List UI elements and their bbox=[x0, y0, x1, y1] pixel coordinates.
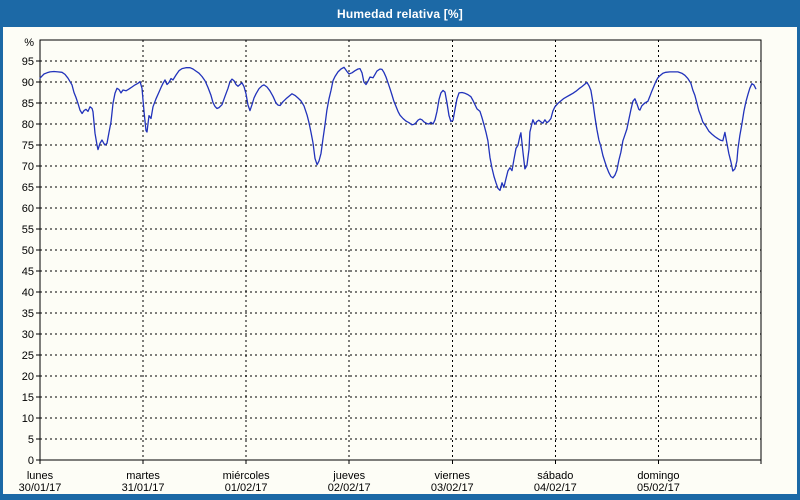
x-day-label: miércoles bbox=[223, 470, 271, 482]
x-date-label: 01/02/17 bbox=[225, 482, 268, 494]
x-date-label: 30/01/17 bbox=[19, 482, 62, 494]
chart-title: Humedad relativa [%] bbox=[336, 6, 464, 21]
y-tick-label: 30 bbox=[22, 329, 34, 341]
y-tick-label: 95 bbox=[22, 56, 34, 68]
x-date-label: 04/02/17 bbox=[534, 482, 577, 494]
y-tick-label: 85 bbox=[22, 98, 34, 110]
y-tick-label: 65 bbox=[22, 182, 34, 194]
y-tick-label: 90 bbox=[22, 77, 34, 89]
y-axis-unit-label: % bbox=[24, 37, 34, 49]
x-day-label: jueves bbox=[332, 470, 365, 482]
y-tick-label: 20 bbox=[22, 371, 34, 383]
y-tick-label: 75 bbox=[22, 140, 34, 152]
y-tick-label: 10 bbox=[22, 413, 34, 425]
x-date-label: 03/02/17 bbox=[431, 482, 474, 494]
x-day-label: domingo bbox=[637, 470, 679, 482]
y-tick-label: 55 bbox=[22, 224, 34, 236]
y-tick-label: 80 bbox=[22, 119, 34, 131]
y-tick-label: 60 bbox=[22, 203, 34, 215]
x-date-label: 05/02/17 bbox=[637, 482, 680, 494]
chart-title-bar: Humedad relativa [%] bbox=[3, 0, 797, 27]
x-day-label: lunes bbox=[27, 470, 54, 482]
y-tick-label: 0 bbox=[28, 455, 34, 467]
y-tick-label: 5 bbox=[28, 434, 34, 446]
y-tick-label: 35 bbox=[22, 308, 34, 320]
y-tick-label: 15 bbox=[22, 392, 34, 404]
y-tick-label: 50 bbox=[22, 245, 34, 257]
x-day-label: viernes bbox=[435, 470, 471, 482]
y-tick-label: 70 bbox=[22, 161, 34, 173]
x-date-label: 31/01/17 bbox=[122, 482, 165, 494]
x-date-label: 02/02/17 bbox=[328, 482, 371, 494]
y-tick-label: 25 bbox=[22, 350, 34, 362]
x-day-label: martes bbox=[126, 470, 160, 482]
x-day-label: sábado bbox=[537, 470, 573, 482]
y-tick-label: 45 bbox=[22, 266, 34, 278]
y-tick-label: 40 bbox=[22, 287, 34, 299]
humidity-series-line bbox=[39, 66, 757, 192]
